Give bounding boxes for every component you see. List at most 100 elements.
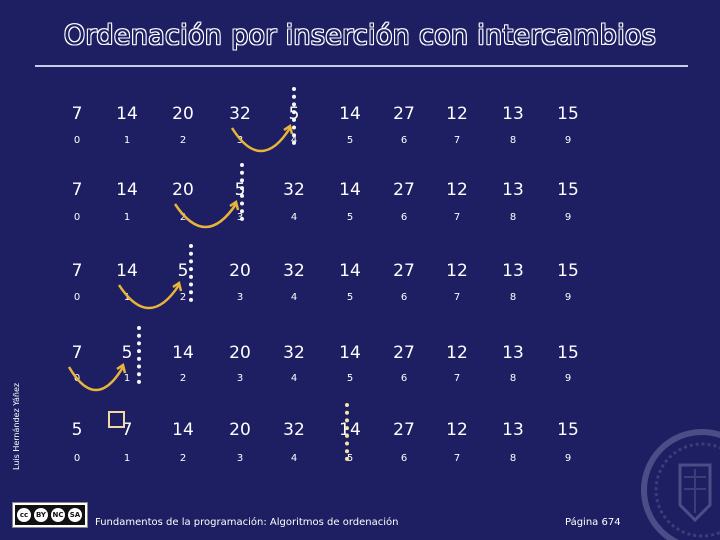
array-index: 0 — [73, 135, 81, 146]
swap-arrow — [173, 203, 238, 229]
array-index: 4 — [290, 373, 298, 384]
array-index: 7 — [453, 453, 461, 464]
array-value: 7 — [71, 343, 83, 363]
array-index: 8 — [509, 292, 517, 303]
array-value: 14 — [339, 420, 361, 440]
array-value: 27 — [393, 343, 415, 363]
insertion-cursor — [189, 244, 197, 302]
array-index: 2 — [179, 212, 187, 223]
array-index: 4 — [290, 292, 298, 303]
array-value: 32 — [283, 180, 305, 200]
array-value: 32 — [283, 261, 305, 281]
insertion-cursor — [292, 87, 300, 145]
insertion-cursor — [345, 403, 353, 461]
array-index: 4 — [290, 453, 298, 464]
swap-arrow — [117, 284, 181, 310]
array-index: 1 — [123, 453, 131, 464]
array-index: 9 — [564, 453, 572, 464]
array-value: 7 — [71, 180, 83, 200]
array-value: 14 — [339, 261, 361, 281]
creative-commons-badge: cc BY NC SA — [12, 502, 88, 528]
array-index: 5 — [346, 292, 354, 303]
array-index: 6 — [400, 212, 408, 223]
array-value: 12 — [446, 420, 468, 440]
swap-arrow-head — [116, 362, 127, 374]
array-index: 2 — [179, 135, 187, 146]
array-index: 3 — [236, 453, 244, 464]
array-index: 7 — [453, 212, 461, 223]
array-value: 14 — [172, 420, 194, 440]
array-index: 3 — [236, 373, 244, 384]
array-index: 0 — [73, 292, 81, 303]
footer-course-title: Fundamentos de la programación: Algoritm… — [95, 517, 399, 528]
array-value: 15 — [557, 420, 579, 440]
array-value: 14 — [339, 180, 361, 200]
slide-title: Ordenación por inserción con intercambio… — [63, 20, 657, 51]
array-value: 27 — [393, 180, 415, 200]
array-index: 2 — [179, 292, 187, 303]
array-value: 20 — [172, 104, 194, 124]
array-index: 9 — [564, 135, 572, 146]
array-index: 6 — [400, 453, 408, 464]
array-value: 12 — [446, 180, 468, 200]
license-by-icon: BY — [34, 508, 48, 522]
array-value: 7 — [121, 420, 133, 440]
university-seal-icon — [641, 429, 720, 540]
array-index: 3 — [236, 292, 244, 303]
array-value: 5 — [177, 261, 189, 281]
array-value: 27 — [393, 420, 415, 440]
array-index: 9 — [564, 212, 572, 223]
array-value: 32 — [283, 343, 305, 363]
array-value: 5 — [234, 180, 246, 200]
array-index: 8 — [509, 373, 517, 384]
insertion-cursor — [240, 163, 248, 221]
array-index: 7 — [453, 292, 461, 303]
array-value: 20 — [172, 180, 194, 200]
array-value: 20 — [229, 261, 251, 281]
array-value: 12 — [446, 343, 468, 363]
swap-arrow-head — [172, 280, 183, 292]
array-index: 0 — [73, 453, 81, 464]
array-value: 14 — [172, 343, 194, 363]
array-index: 8 — [509, 453, 517, 464]
swap-arrow-head — [229, 199, 240, 211]
title-divider — [35, 65, 688, 67]
array-index: 1 — [123, 135, 131, 146]
array-value: 14 — [339, 104, 361, 124]
array-index: 6 — [400, 373, 408, 384]
array-index: 0 — [73, 212, 81, 223]
array-index: 2 — [179, 453, 187, 464]
array-value: 7 — [71, 104, 83, 124]
array-value: 14 — [116, 180, 138, 200]
swap-arrow-head — [283, 123, 294, 135]
array-index: 6 — [400, 135, 408, 146]
array-value: 13 — [502, 180, 524, 200]
array-index: 8 — [509, 135, 517, 146]
array-value: 12 — [446, 104, 468, 124]
array-value: 5 — [121, 343, 133, 363]
array-value: 15 — [557, 343, 579, 363]
array-value: 5 — [71, 420, 83, 440]
array-index: 2 — [179, 373, 187, 384]
insertion-cursor — [137, 326, 145, 384]
array-value: 13 — [502, 261, 524, 281]
array-index: 8 — [509, 212, 517, 223]
array-value: 13 — [502, 343, 524, 363]
swap-arrow — [67, 366, 125, 392]
array-index: 9 — [564, 292, 572, 303]
array-index: 4 — [290, 212, 298, 223]
array-index: 7 — [453, 135, 461, 146]
array-value: 15 — [557, 104, 579, 124]
array-index: 5 — [346, 373, 354, 384]
array-index: 1 — [123, 292, 131, 303]
creative-commons-icon: cc — [17, 508, 31, 522]
array-value: 14 — [116, 261, 138, 281]
array-index: 5 — [346, 135, 354, 146]
missing-glyph-icon — [108, 411, 125, 428]
license-nc-icon: NC — [51, 508, 65, 522]
swap-arrow — [230, 127, 292, 153]
page-number: Página 674 — [565, 517, 621, 528]
array-value: 20 — [229, 343, 251, 363]
array-value: 13 — [502, 104, 524, 124]
